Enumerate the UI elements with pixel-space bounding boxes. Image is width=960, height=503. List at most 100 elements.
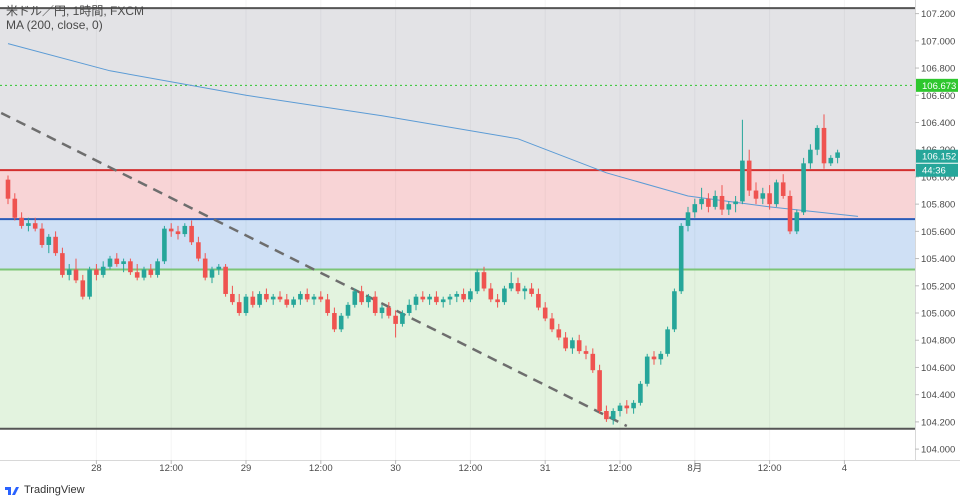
candle bbox=[19, 212, 24, 229]
candle bbox=[332, 307, 337, 333]
indicator-label: MA (200, close, 0) bbox=[6, 18, 103, 32]
candle-body bbox=[576, 340, 582, 352]
candle bbox=[393, 310, 398, 338]
candle-body bbox=[774, 182, 779, 205]
tradingview-brand[interactable]: TradingView bbox=[4, 484, 85, 496]
candle-body bbox=[372, 296, 378, 314]
candle bbox=[590, 348, 596, 373]
candle-body bbox=[359, 291, 364, 303]
time-tick-label: 12:00 bbox=[758, 463, 782, 474]
candle bbox=[80, 274, 86, 300]
candle bbox=[257, 291, 262, 308]
candle bbox=[699, 187, 704, 210]
candle bbox=[794, 209, 800, 235]
candle bbox=[522, 285, 528, 300]
zone-gray bbox=[0, 8, 915, 171]
candle bbox=[495, 293, 500, 308]
candle-body bbox=[53, 236, 58, 254]
candle-body bbox=[488, 288, 494, 300]
tradingview-logo-icon bbox=[5, 487, 19, 495]
candle-body bbox=[100, 266, 106, 275]
candle-body bbox=[644, 356, 650, 384]
candle-body bbox=[461, 293, 466, 300]
candle bbox=[746, 149, 752, 196]
candle-body bbox=[563, 337, 568, 349]
candle-body bbox=[386, 307, 392, 316]
candle bbox=[468, 288, 473, 303]
zone-blue bbox=[0, 219, 915, 270]
price-tag-label: 44:36 bbox=[922, 166, 946, 177]
candle bbox=[107, 255, 113, 270]
candle-body bbox=[304, 293, 310, 300]
candle bbox=[53, 231, 58, 256]
candle-body bbox=[338, 315, 344, 330]
candle-body bbox=[454, 293, 460, 297]
candle-body bbox=[155, 261, 160, 275]
candle bbox=[121, 258, 126, 273]
candle-body bbox=[121, 261, 126, 265]
candle-body bbox=[80, 280, 86, 297]
candle bbox=[94, 264, 99, 281]
candle-body bbox=[828, 157, 834, 164]
candle bbox=[529, 283, 534, 297]
candle bbox=[638, 381, 643, 406]
candle-body bbox=[352, 291, 358, 305]
time-tick-label: 29 bbox=[241, 463, 252, 474]
candle bbox=[576, 334, 582, 354]
candle bbox=[270, 293, 276, 305]
candle bbox=[515, 277, 521, 294]
candle-body bbox=[515, 283, 521, 292]
price-axis: 104.000 104.200 104.400 104.600 104.800 105.0… bbox=[915, 9, 955, 456]
candle-body bbox=[202, 258, 208, 278]
candle-body bbox=[508, 283, 514, 289]
time-tick-label: 12:00 bbox=[309, 463, 333, 474]
candle bbox=[536, 288, 541, 311]
candle bbox=[223, 264, 228, 297]
price-tag-label: 106.152 bbox=[922, 152, 956, 163]
candle-body bbox=[631, 402, 636, 409]
candle bbox=[556, 323, 562, 341]
candle bbox=[304, 288, 310, 303]
candle-body bbox=[406, 304, 412, 314]
candle bbox=[209, 266, 215, 284]
candle-body bbox=[624, 405, 630, 409]
candle-body bbox=[726, 204, 732, 210]
candle bbox=[5, 175, 11, 205]
candle-body bbox=[345, 304, 351, 316]
price-tag-label: 106.673 bbox=[922, 81, 956, 92]
candle bbox=[168, 223, 174, 237]
candle bbox=[216, 264, 222, 275]
time-axis: 28 12:00 29 12:00 30 12:00 31 12:00 8月 12:00 4 bbox=[91, 460, 847, 474]
symbol-title: 米ドル／円, 1時間, FXCM bbox=[6, 4, 145, 18]
candle bbox=[583, 345, 589, 360]
candle bbox=[651, 351, 657, 365]
price-tick-label: 106.600 bbox=[921, 91, 955, 102]
candle bbox=[148, 264, 154, 278]
candle-body bbox=[379, 307, 385, 314]
candle bbox=[481, 266, 487, 292]
trendline bbox=[0, 111, 628, 428]
candle-body bbox=[366, 296, 371, 303]
price-tick-label: 107.000 bbox=[921, 36, 955, 47]
candle-body bbox=[692, 204, 698, 213]
candle bbox=[726, 201, 732, 216]
time-tick-label: 4 bbox=[842, 463, 847, 474]
candle-body bbox=[536, 293, 541, 308]
candle-body bbox=[420, 296, 426, 300]
brand-name: TradingView bbox=[24, 484, 85, 496]
candle bbox=[808, 144, 813, 169]
candle bbox=[46, 234, 52, 254]
candle-body bbox=[189, 225, 194, 243]
candle-body bbox=[196, 242, 201, 259]
candle bbox=[712, 190, 718, 210]
candle-body bbox=[570, 340, 575, 349]
candle-body bbox=[32, 223, 38, 229]
candle-body bbox=[141, 269, 147, 278]
candle-body bbox=[665, 329, 670, 354]
candle bbox=[298, 291, 303, 305]
price-tick-label: 104.800 bbox=[921, 336, 955, 347]
candle-body bbox=[706, 198, 711, 207]
candle bbox=[100, 261, 106, 278]
candle bbox=[400, 310, 405, 327]
